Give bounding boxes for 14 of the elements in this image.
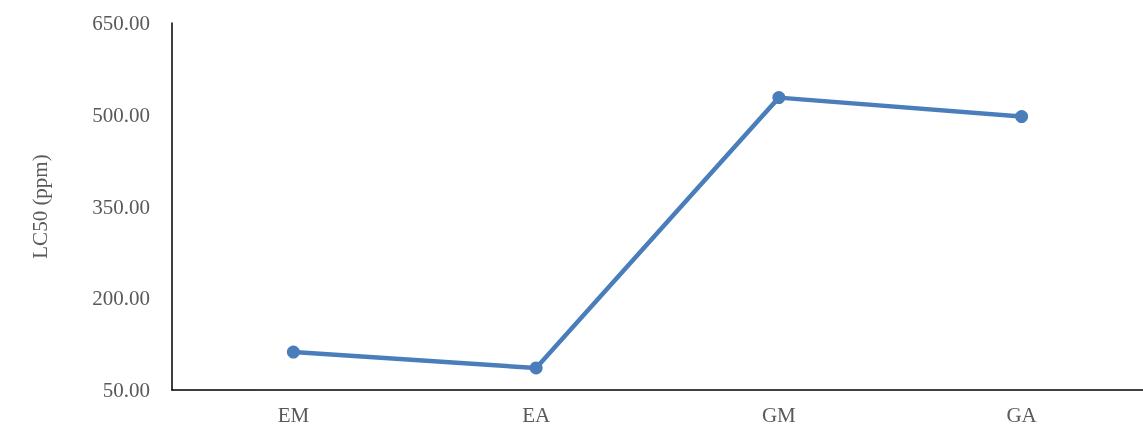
point [772,91,786,105]
y-tick-label: 350.00 [92,194,150,219]
x-tick-label: GM [761,402,797,427]
point [286,345,300,359]
x-tick-label: EM [277,402,310,427]
x-tick-label: GA [1006,402,1038,427]
y-tick-label: 500.00 [92,102,150,127]
point [529,361,543,375]
y-tick-label: 50.00 [102,378,150,402]
point [1015,110,1029,124]
x-tick-label: EA [522,402,551,427]
y-tick-label: 200.00 [92,286,150,311]
y-axis-title: LC50 (ppm) [27,154,52,259]
y-tick-label: 650.00 [92,11,150,35]
